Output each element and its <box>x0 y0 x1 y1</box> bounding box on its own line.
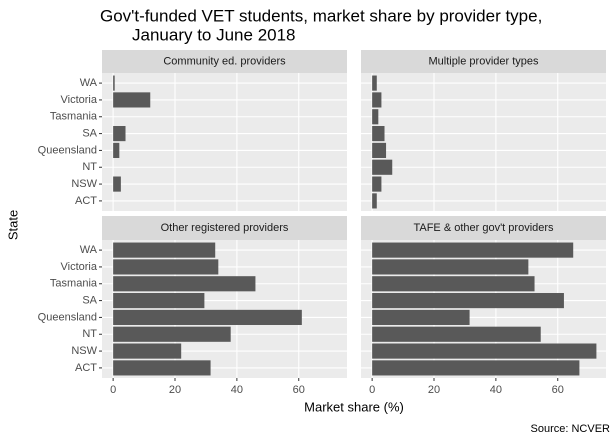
bar <box>113 276 256 292</box>
strip-label: Other registered providers <box>161 222 289 234</box>
strip <box>102 50 347 73</box>
x-tick-label: 20 <box>169 384 181 396</box>
bar <box>372 193 377 209</box>
y-tick-label: Queensland <box>38 311 97 323</box>
bar <box>372 326 541 342</box>
bar <box>372 343 597 359</box>
bar <box>372 360 580 376</box>
bar <box>372 92 382 108</box>
bar <box>113 242 216 258</box>
y-tick-label: Victoria <box>61 261 98 273</box>
y-tick-label: WA <box>80 244 98 256</box>
chart-title: Gov't-funded VET students, market share … <box>100 6 542 25</box>
bar <box>372 126 385 142</box>
y-tick-label: Tasmania <box>50 111 98 123</box>
y-tick-label: NT <box>82 161 97 173</box>
bar <box>113 75 115 91</box>
x-tick-label: 0 <box>369 384 375 396</box>
x-tick-label: 0 <box>110 384 116 396</box>
y-tick-label: NSW <box>71 345 97 357</box>
y-tick-label: SA <box>82 127 97 139</box>
y-tick-label: ACT <box>75 362 97 374</box>
x-tick-label: 20 <box>428 384 440 396</box>
x-axis-title: Market share (%) <box>304 399 404 414</box>
bar <box>372 276 535 292</box>
y-axis-title: State <box>5 210 20 240</box>
bar <box>372 176 382 192</box>
strip <box>361 50 606 73</box>
bar <box>113 142 120 158</box>
panel <box>361 73 606 211</box>
strip-label: Community ed. providers <box>163 55 286 67</box>
bar <box>372 159 393 175</box>
y-tick-label: SA <box>82 294 97 306</box>
bar <box>372 142 387 158</box>
bar <box>113 343 182 359</box>
bar <box>113 309 302 325</box>
y-tick-label: Victoria <box>61 94 98 106</box>
strip-label: TAFE & other gov't providers <box>413 222 554 234</box>
bar <box>113 176 121 192</box>
x-tick-label: 40 <box>490 384 502 396</box>
strip <box>361 216 606 240</box>
caption: Source: NCVER <box>531 423 611 435</box>
bar <box>113 293 205 309</box>
x-tick-label: 60 <box>552 384 564 396</box>
bar <box>113 360 211 376</box>
strip-label: Multiple provider types <box>428 55 539 67</box>
y-tick-label: WA <box>80 77 98 89</box>
bar <box>372 309 470 325</box>
bar <box>113 126 126 142</box>
bar <box>372 75 377 91</box>
strip <box>102 216 347 240</box>
bar <box>372 109 379 125</box>
bar <box>113 326 231 342</box>
y-tick-label: NSW <box>71 178 97 190</box>
x-tick-label: 40 <box>231 384 243 396</box>
bar <box>372 242 574 258</box>
y-tick-label: NT <box>82 328 97 340</box>
bar <box>113 92 151 108</box>
chart-title: January to June 2018 <box>132 25 296 44</box>
bar <box>372 259 529 275</box>
bar <box>113 259 219 275</box>
y-tick-label: Queensland <box>38 144 97 156</box>
y-tick-label: Tasmania <box>50 278 98 290</box>
y-tick-label: ACT <box>75 195 97 207</box>
bar <box>372 293 564 309</box>
x-tick-label: 60 <box>293 384 305 396</box>
